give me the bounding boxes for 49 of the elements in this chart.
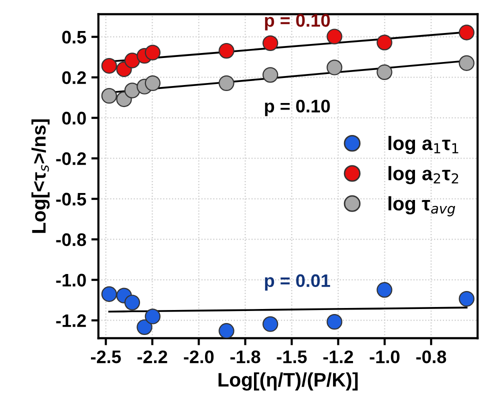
point xyxy=(218,42,234,59)
y-tick-label: -1.2 xyxy=(56,314,86,327)
point xyxy=(326,314,342,330)
x-tick-label: -1.2 xyxy=(323,350,354,364)
point xyxy=(458,55,474,71)
legend-label: log a$_{2}$τ$_{2}$ xyxy=(388,166,458,184)
point xyxy=(326,28,342,44)
point xyxy=(458,290,474,307)
y-tick-label: -0.5 xyxy=(56,192,86,206)
y-axis-title: Log[<τ$_{s}$>/ns] xyxy=(31,119,50,233)
point xyxy=(218,75,234,92)
y-tick-label: -0.8 xyxy=(56,233,86,246)
point xyxy=(101,58,118,74)
point xyxy=(144,75,161,92)
annotation: p = 0.01 xyxy=(265,274,330,291)
point xyxy=(144,308,161,324)
legend-label: log τ$_{avg}$ xyxy=(388,196,456,216)
point xyxy=(376,282,392,298)
point xyxy=(376,34,392,50)
point xyxy=(124,82,140,98)
annotation: p = 0.10 xyxy=(265,100,330,116)
point xyxy=(262,35,278,52)
y-tick-label: -1.0 xyxy=(56,274,86,287)
x-axis-title: Log[(η/T)/(P/K)] xyxy=(218,372,358,391)
point xyxy=(124,52,140,68)
x-tick-label: -0.8 xyxy=(416,350,446,364)
y-tick-label: 0.0 xyxy=(62,112,86,125)
point xyxy=(101,88,118,104)
point xyxy=(136,319,152,335)
annotation: p = 0.10 xyxy=(265,14,330,30)
point xyxy=(218,323,234,338)
point xyxy=(376,64,392,80)
x-tick-label: -2.5 xyxy=(90,350,121,364)
point xyxy=(262,316,278,332)
y-tick-label: -0.2 xyxy=(56,152,86,166)
x-tick-label: -2.2 xyxy=(137,350,168,364)
y-tick-label: 0.5 xyxy=(62,30,86,44)
x-tick-label: -1.8 xyxy=(230,350,260,364)
x-tick-label: -2.0 xyxy=(184,350,214,364)
x-tick-label: -1.5 xyxy=(276,350,307,364)
point xyxy=(101,286,118,302)
point xyxy=(124,294,140,310)
point xyxy=(326,60,342,76)
legend-label: log a$_{1}$τ$_{1}$ xyxy=(388,136,458,154)
point xyxy=(458,24,474,40)
y-tick-label: 0.2 xyxy=(62,71,86,84)
point xyxy=(144,44,161,60)
x-tick-label: -1.0 xyxy=(370,350,400,364)
point xyxy=(262,67,278,83)
